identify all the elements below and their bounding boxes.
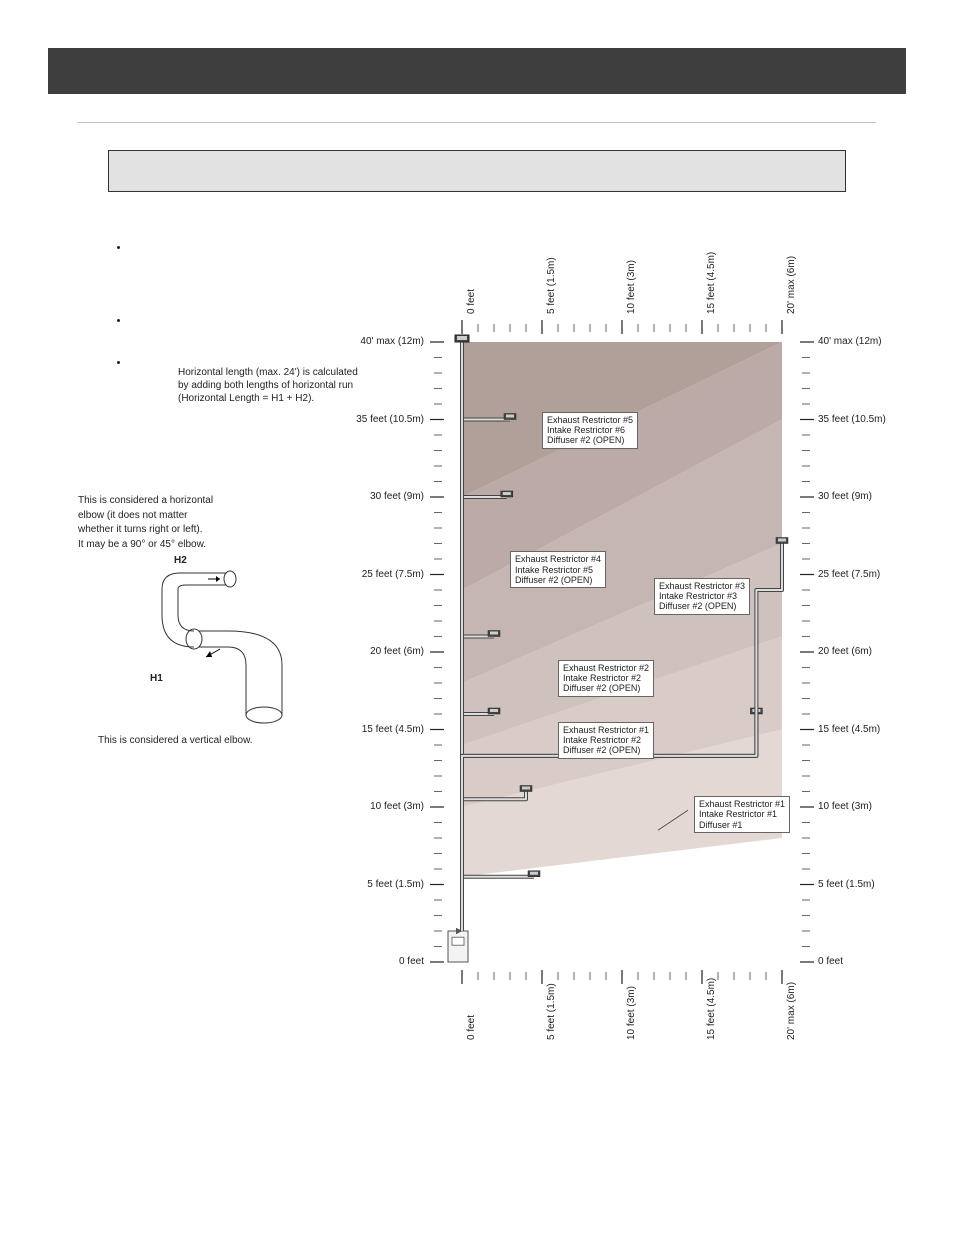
zone-label: Exhaust Restrictor #2Intake Restrictor #… [558,660,654,697]
zone-label: Exhaust Restrictor #5Intake Restrictor #… [542,412,638,449]
bullet-1 [130,241,450,286]
x-axis-top-label: 0 feet [466,289,477,314]
x-axis-top-label: 15 feet (4.5m) [706,252,717,314]
y-axis-left-label: 10 feet (3m) [346,801,424,812]
x-axis-bottom-label: 5 feet (1.5m) [546,983,557,1040]
y-axis-left-label: 40' max (12m) [346,336,424,347]
note-line-3: (Horizontal Length = H1 + H2). [178,392,450,405]
header-band [48,48,906,94]
y-axis-right-label: 40' max (12m) [818,336,898,347]
title-cell [108,150,846,192]
elbow-line-3: whether it turns right or left). [78,524,328,537]
y-axis-left-label: 5 feet (1.5m) [346,879,424,890]
y-axis-left-label: 15 feet (4.5m) [346,724,424,735]
y-axis-right-label: 35 feet (10.5m) [818,414,898,425]
note-line-1: Horizontal length (max. 24') is calculat… [178,366,450,379]
x-axis-top-label: 5 feet (1.5m) [546,257,557,314]
vertical-elbow-note: This is considered a vertical elbow. [98,735,328,748]
y-axis-left-label: 20 feet (6m) [346,646,424,657]
venting-chart: 0 feet0 feet5 feet (1.5m)5 feet (1.5m)10… [412,232,862,972]
y-axis-right-label: 5 feet (1.5m) [818,879,898,890]
x-axis-bottom-label: 15 feet (4.5m) [706,978,717,1040]
h1-label: H1 [150,673,163,686]
header-rule [78,122,876,123]
elbow-diagram-icon [134,555,324,735]
x-axis-top-label: 10 feet (3m) [626,260,637,314]
chart-svg [412,232,862,1012]
y-axis-left-label: 0 feet [346,956,424,967]
h2-label: H2 [174,555,187,568]
y-axis-left-label: 25 feet (7.5m) [346,569,424,580]
y-axis-right-label: 15 feet (4.5m) [818,724,898,735]
elbow-line-1: This is considered a horizontal [78,495,328,508]
page: Horizontal length (max. 24') is calculat… [0,0,954,1235]
x-axis-bottom-label: 20' max (6m) [786,982,797,1040]
zone-label: Exhaust Restrictor #1Intake Restrictor #… [558,722,654,759]
bullet-3: Horizontal length (max. 24') is calculat… [130,356,450,405]
y-axis-right-label: 0 feet [818,956,898,967]
y-axis-right-label: 10 feet (3m) [818,801,898,812]
x-axis-bottom-label: 0 feet [466,1015,477,1040]
zone-label: Exhaust Restrictor #1Intake Restrictor #… [694,796,790,833]
zone-label: Exhaust Restrictor #3Intake Restrictor #… [654,578,750,615]
y-axis-right-label: 20 feet (6m) [818,646,898,657]
elbow-line-2: elbow (it does not matter [78,510,328,523]
x-axis-bottom-label: 10 feet (3m) [626,986,637,1040]
bullet-2 [130,314,450,329]
elbow-line-4: It may be a 90° or 45° elbow. [78,539,328,552]
y-axis-left-label: 30 feet (9m) [346,491,424,502]
horizontal-note: Horizontal length (max. 24') is calculat… [178,366,450,405]
note-line-2: by adding both lengths of horizontal run [178,379,450,392]
content-area [78,150,876,210]
x-axis-top-label: 20' max (6m) [786,256,797,314]
zone-label: Exhaust Restrictor #4Intake Restrictor #… [510,551,606,588]
elbow-block: This is considered a horizontal elbow (i… [78,495,328,748]
y-axis-right-label: 25 feet (7.5m) [818,569,898,580]
y-axis-right-label: 30 feet (9m) [818,491,898,502]
y-axis-left-label: 35 feet (10.5m) [346,414,424,425]
